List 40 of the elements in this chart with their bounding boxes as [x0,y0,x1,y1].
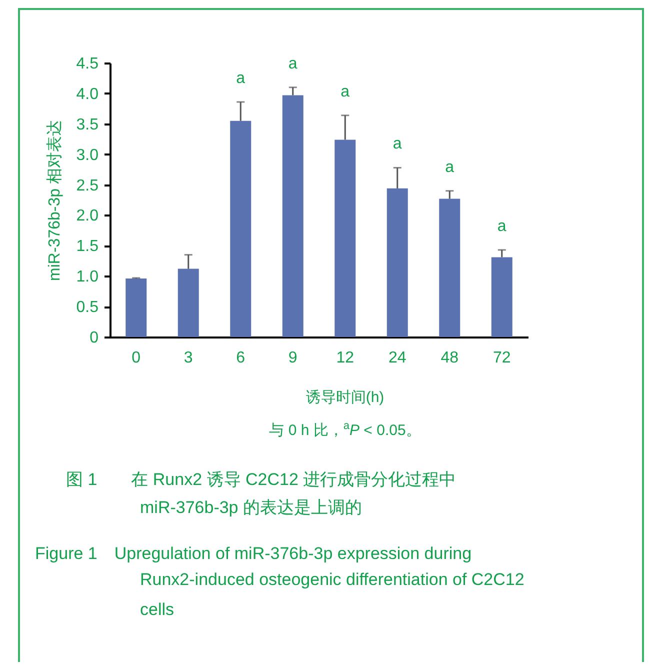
text: 与 0 h 比，$^{a}$P < 0.05。 [268,420,422,440]
y-tick-label: 3.5 [76,116,99,134]
y-tick-label: 0.5 [76,299,99,316]
caption: Figure 1 Upregulation of miR-376b-3p expression during [35,543,472,565]
x-tick-label: 12 [336,350,354,366]
y-tick-label: 0 [90,330,99,346]
x-tick-label: 72 [492,350,511,366]
x-tick-label: 6 [236,350,246,366]
text: miR-376b-3p 的表达是上调的 [140,497,362,519]
x-tick-label: 9 [288,350,298,366]
bar [439,198,460,337]
x-tick-label: 3 [184,350,193,366]
bar [230,120,252,337]
y-tick-label: 2.0 [76,208,99,225]
text: Runx2-induced osteogenic differentiation of C2C12 [140,570,524,590]
annotation: a [445,158,454,176]
y-tick-label: 1.0 [76,268,99,286]
bar [126,278,147,337]
y-tick-label: 3.0 [76,146,99,164]
annotation: a [236,70,246,87]
bar [491,257,512,337]
bar [334,140,356,337]
annotation: a [340,83,350,100]
bar [282,95,304,337]
caption: 图 1 在 Runx2 诱导 C2C12 进行成骨分化过程中 [66,469,456,491]
x-tick-label: 0 [132,350,141,366]
annotation: a [288,55,298,72]
x-tick-label: 48 [440,350,459,366]
x-tick-label: 24 [388,350,406,366]
y-tick-label: 1.5 [76,238,99,256]
bar [386,188,408,337]
y-tick-label: 2.5 [76,177,99,194]
annotation: a [392,136,402,153]
y-axis-title: miR-376b-3p 相对表达 [45,120,64,281]
x-axis-title: 诱导时间(h) [304,388,386,407]
y-tick-label: 4.5 [76,56,99,72]
y-tick-label: 4.0 [76,86,99,103]
annotation: a [497,218,506,235]
text: cells [140,600,174,620]
bar [178,268,199,337]
